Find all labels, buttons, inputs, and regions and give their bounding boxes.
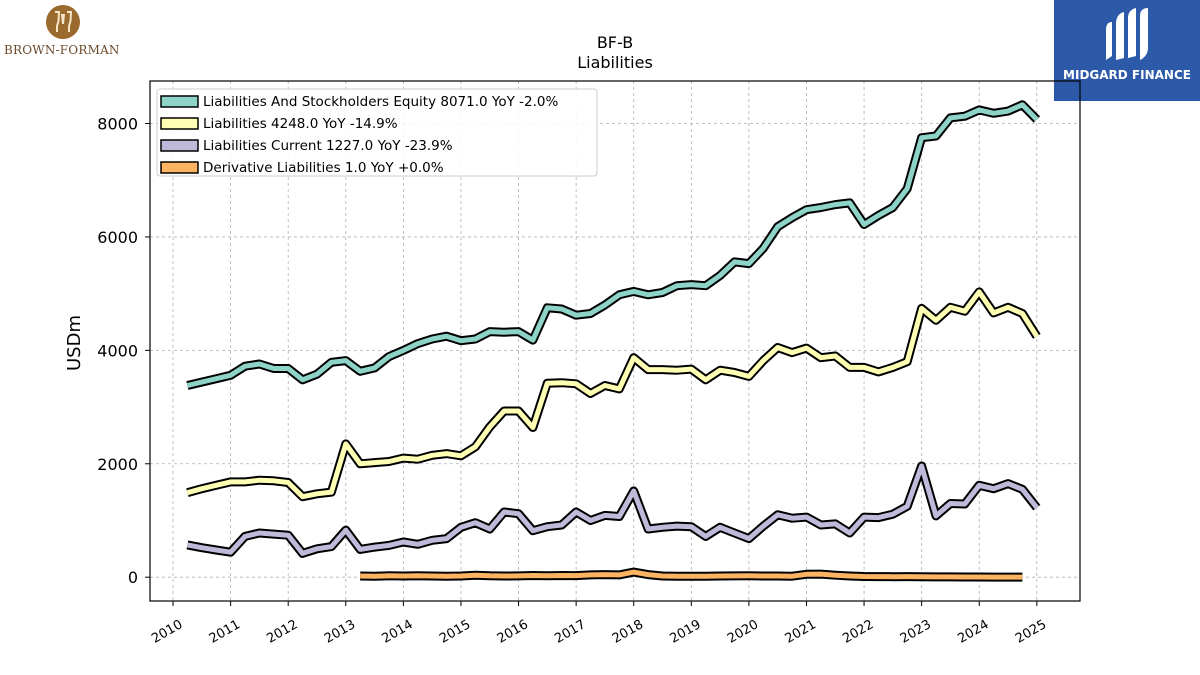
- x-tick-label: 2018: [610, 617, 646, 647]
- series-group: [186, 100, 1041, 582]
- y-tick-label: 8000: [97, 115, 138, 134]
- x-tick-label: 2013: [322, 617, 358, 647]
- x-tick-label: 2010: [149, 617, 185, 647]
- x-tick-label: 2021: [783, 617, 819, 647]
- brown-forman-crest-icon: [46, 5, 80, 39]
- chart-title: BF-B: [597, 33, 633, 52]
- series-line-3: [360, 569, 1023, 580]
- plot-frame: [149, 80, 1081, 602]
- x-tick-label: 2025: [1013, 617, 1049, 647]
- series-line-1: [186, 289, 1039, 500]
- x-tick-label: 2017: [552, 617, 588, 647]
- y-axis-label: USDm: [64, 315, 85, 371]
- brown-forman-logo: BROWN-FORMAN: [0, 0, 130, 70]
- x-tick-label: 2015: [437, 617, 473, 647]
- y-tick-label: 4000: [97, 341, 138, 360]
- series-line-2: [186, 463, 1039, 556]
- x-tick-label: 2016: [495, 617, 531, 647]
- x-tick-label: 2023: [898, 617, 934, 647]
- legend-swatch: [160, 161, 199, 174]
- x-tick-label: 2020: [725, 617, 761, 647]
- series-line-0: [186, 102, 1039, 388]
- legend-label: Liabilities Current 1227.0 YoY -23.9%: [203, 138, 453, 154]
- legend: Liabilities And Stockholders Equity 8071…: [156, 88, 598, 177]
- legend-swatch: [160, 139, 199, 152]
- x-tick-label: 2012: [264, 617, 300, 647]
- midgard-finance-wordmark: MIDGARD FINANCE: [1063, 68, 1191, 82]
- series-outline-1: [186, 287, 1041, 502]
- x-tick-label: 2022: [840, 617, 876, 647]
- legend-box: [156, 88, 598, 177]
- legend-label: Liabilities 4248.0 YoY -14.9%: [203, 116, 398, 132]
- legend-swatch: [160, 117, 199, 130]
- chart-subtitle: Liabilities: [577, 53, 653, 72]
- legend-label: Derivative Liabilities 1.0 YoY +0.0%: [203, 160, 444, 176]
- x-tick-label: 2024: [955, 617, 991, 647]
- midgard-finance-logo: MIDGARD FINANCE: [1054, 0, 1200, 101]
- legend-label: Liabilities And Stockholders Equity 8071…: [203, 94, 558, 110]
- x-tick-label: 2014: [380, 617, 416, 647]
- y-tick-label: 2000: [97, 455, 138, 474]
- x-tick-label: 2019: [667, 617, 703, 647]
- brown-forman-wordmark: BROWN-FORMAN: [4, 43, 120, 57]
- midgard-m-icon: [1106, 8, 1148, 60]
- x-tick-label: 2011: [207, 617, 243, 647]
- series-outline-2: [186, 461, 1041, 558]
- y-tick-label: 6000: [97, 228, 138, 247]
- y-tick-label: 0: [128, 568, 138, 587]
- legend-swatch: [160, 95, 199, 108]
